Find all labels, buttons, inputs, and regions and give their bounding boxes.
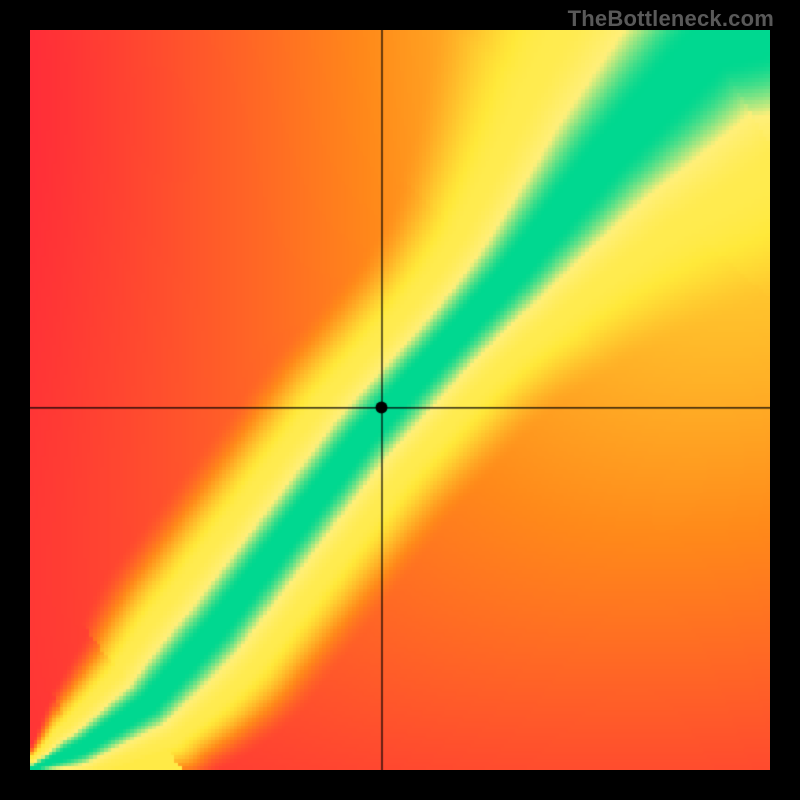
bottleneck-heatmap (30, 30, 770, 770)
watermark-text: TheBottleneck.com (568, 6, 774, 32)
chart-frame: TheBottleneck.com (0, 0, 800, 800)
